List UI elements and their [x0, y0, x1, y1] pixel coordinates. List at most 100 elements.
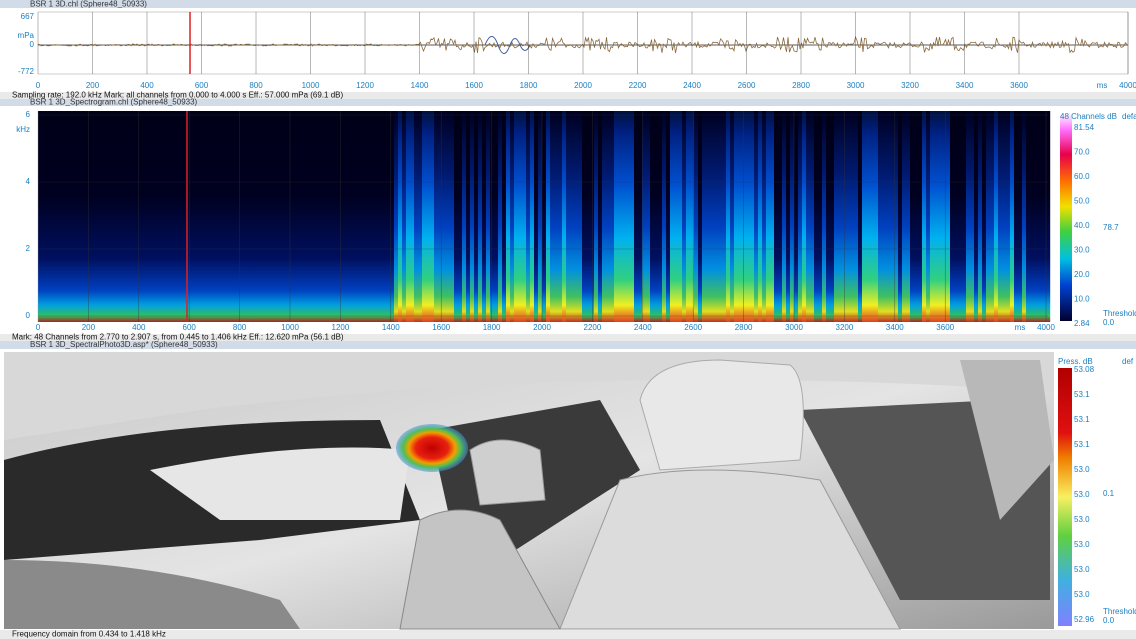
- spectrogram-column: [338, 111, 342, 322]
- x-tick-label: 3400: [886, 323, 904, 332]
- colorbar-label: 53.0: [1074, 465, 1090, 474]
- spectrogram-column: [706, 111, 710, 322]
- spectrogram-column: [558, 111, 562, 322]
- spectrogram-column: [154, 111, 158, 322]
- spectrogram-column: [546, 111, 550, 322]
- threshold-value: 0.0: [1103, 318, 1115, 327]
- analysis-window: BSR 1 3D.chl (Sphere48_50933) mPa Sampli…: [0, 0, 1136, 639]
- x-tick-label: 600: [183, 323, 197, 332]
- spectrogram-column: [926, 111, 930, 322]
- spectrogram-column: [766, 111, 770, 322]
- spectrogram-column: [130, 111, 134, 322]
- spectrogram-column: [58, 111, 62, 322]
- spectrogram-column: [506, 111, 510, 322]
- spectrogram-column: [678, 111, 682, 322]
- spectrogram-column: [690, 111, 694, 322]
- waveform-title: BSR 1 3D.chl (Sphere48_50933): [30, 0, 147, 9]
- spectrogram-column: [310, 111, 314, 322]
- spectrogram-column: [530, 111, 534, 322]
- spectrogram-column: [362, 111, 366, 322]
- x-tick-label: 2000: [533, 323, 551, 332]
- colorbar-label: 70.0: [1074, 148, 1090, 157]
- colorbar-side-value: 0.1: [1103, 489, 1115, 498]
- spectrogram-column: [1018, 111, 1022, 322]
- colorbar-header-right: defa: [1122, 112, 1136, 121]
- spectrogram-column: [702, 111, 706, 322]
- spectrogram-column: [974, 111, 978, 322]
- colorbar-header: 48 Channels dB: [1060, 112, 1117, 121]
- spectrogram-column: [874, 111, 878, 322]
- spectrogram-column: [454, 111, 458, 322]
- spectrogram-column: [150, 111, 154, 322]
- spectrogram-column: [266, 111, 270, 322]
- spectrogram-column: [50, 111, 54, 322]
- colorbar-label: 53.08: [1074, 365, 1095, 374]
- spectrogram-column: [54, 111, 58, 322]
- spectrogram-column: [170, 111, 174, 322]
- spectrogram-column: [422, 111, 426, 322]
- colorbar-label: 53.1: [1074, 415, 1090, 424]
- spectrogram-column: [482, 111, 486, 322]
- spectrogram-column: [262, 111, 266, 322]
- x-tick-label: 1800: [520, 81, 538, 90]
- spectrogram-column: [738, 111, 742, 322]
- photo-title: BSR 1 3D_SpectralPhoto3D.asp* (Sphere48_…: [30, 340, 218, 349]
- spectrogram-column: [578, 111, 582, 322]
- spectrogram-column: [906, 111, 910, 322]
- x-tick-label: 1400: [382, 323, 400, 332]
- spectrogram-column: [606, 111, 610, 322]
- spectrogram-column: [194, 111, 198, 322]
- x-tick-label: 1200: [332, 323, 350, 332]
- spectrogram-column: [202, 111, 206, 322]
- spectrogram-column: [238, 111, 242, 322]
- spectrogram-column: [370, 111, 374, 322]
- spectrogram-column: [74, 111, 78, 322]
- spectrogram-column: [890, 111, 894, 322]
- colorbar-label: 53.0: [1074, 565, 1090, 574]
- spectrogram-column: [542, 111, 546, 322]
- spectrogram-column: [510, 111, 514, 322]
- spectrogram-column: [754, 111, 758, 322]
- spectrogram-column: [442, 111, 446, 322]
- spectrogram-column: [574, 111, 578, 322]
- x-tick-label: 400: [132, 323, 146, 332]
- spectrogram-column: [462, 111, 466, 322]
- spectrogram-column: [986, 111, 990, 322]
- spectrogram-column: [122, 111, 126, 322]
- spectrogram-column: [70, 111, 74, 322]
- spectrogram-column: [294, 111, 298, 322]
- spectrogram-column: [786, 111, 790, 322]
- spectrogram-column: [934, 111, 938, 322]
- x-tick-label: 2000: [574, 81, 592, 90]
- spectrogram-column: [386, 111, 390, 322]
- spectrogram-column: [614, 111, 618, 322]
- spectrogram-column: [958, 111, 962, 322]
- spectrogram-column: [942, 111, 946, 322]
- spectrogram-column: [594, 111, 598, 322]
- spectrogram-column: [666, 111, 670, 322]
- spectrogram-column: [694, 111, 698, 322]
- spectrogram-column: [242, 111, 246, 322]
- spectrogram-column: [918, 111, 922, 322]
- x-tick-label: 3600: [1010, 81, 1028, 90]
- spectrogram-column: [230, 111, 234, 322]
- spectrogram-column: [762, 111, 766, 322]
- spectrogram-column: [650, 111, 654, 322]
- spectrogram-column: [622, 111, 626, 322]
- spectrogram-column: [206, 111, 210, 322]
- spectrogram-column: [322, 111, 326, 322]
- spectrogram-column: [626, 111, 630, 322]
- spectrogram-column: [302, 111, 306, 322]
- spectrogram-column: [342, 111, 346, 322]
- spectrogram-column: [118, 111, 122, 322]
- spectrogram-column: [1026, 111, 1030, 322]
- spectrogram-column: [806, 111, 810, 322]
- spectrogram-column: [1046, 111, 1050, 322]
- y-unit: kHz: [16, 125, 30, 134]
- spectrogram-column: [850, 111, 854, 322]
- spectrogram-column: [38, 111, 42, 322]
- spectrogram-column: [950, 111, 954, 322]
- spectrogram-column: [790, 111, 794, 322]
- spectrogram-column: [438, 111, 442, 322]
- spectrogram-column: [106, 111, 110, 322]
